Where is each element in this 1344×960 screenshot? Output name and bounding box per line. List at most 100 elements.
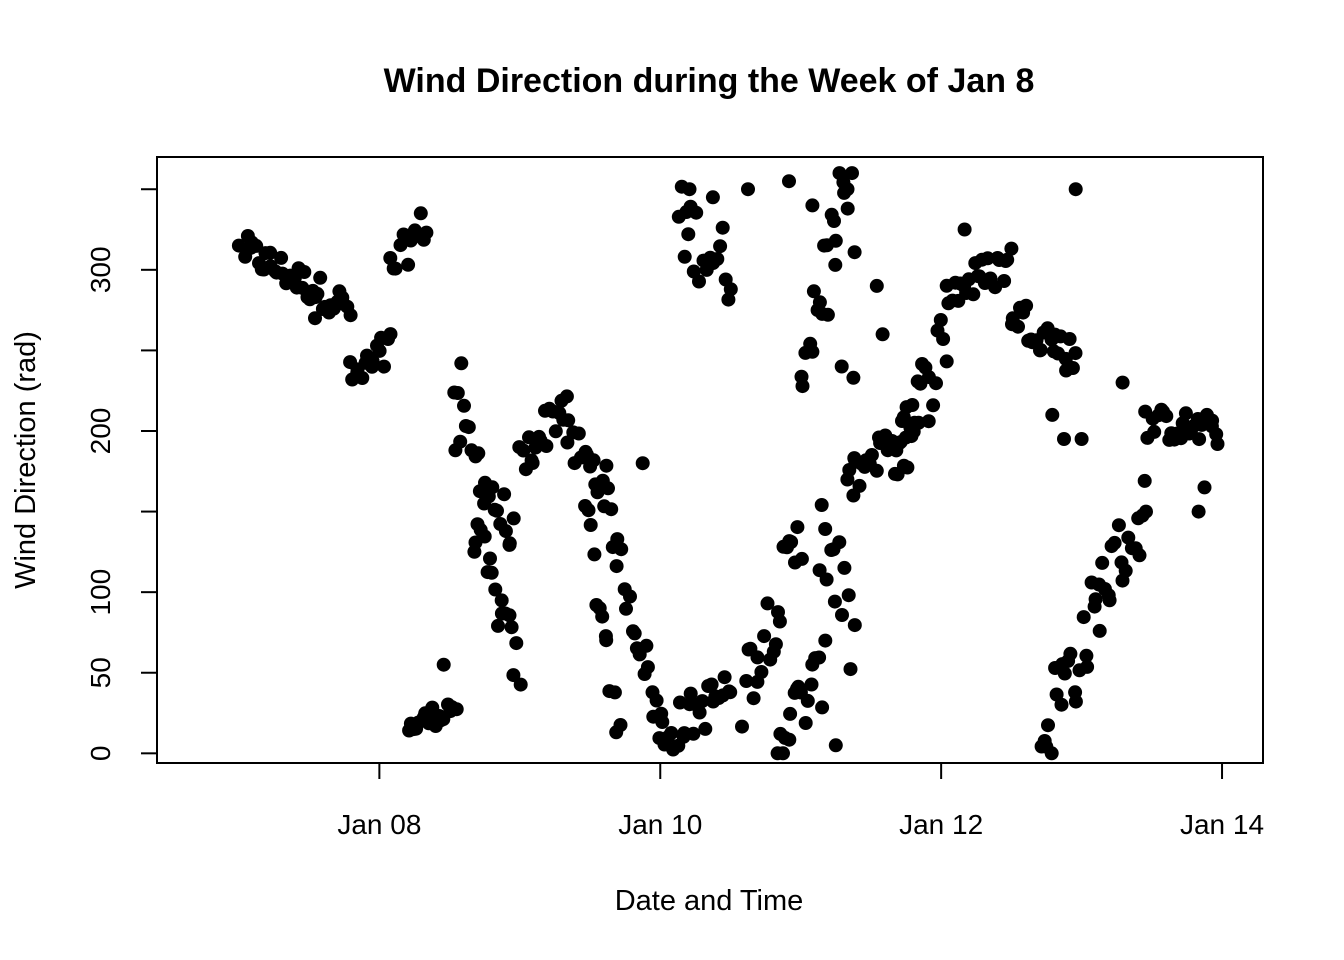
data-point (461, 420, 476, 435)
data-point (1209, 427, 1224, 442)
data-point (1132, 548, 1147, 563)
data-point (419, 225, 434, 240)
data-point (310, 286, 325, 301)
data-point (790, 520, 805, 535)
data-point (828, 233, 843, 248)
data-point (683, 686, 698, 701)
data-point (559, 389, 574, 404)
data-point (966, 287, 981, 302)
data-point (313, 270, 328, 285)
data-point (723, 685, 738, 700)
data-point (735, 719, 749, 734)
data-point (649, 693, 664, 708)
data-point (449, 702, 464, 717)
data-point (1074, 432, 1089, 446)
data-point (705, 190, 720, 205)
data-point (1057, 666, 1072, 681)
data-point (939, 354, 954, 369)
data-point (898, 430, 913, 445)
data-point (715, 220, 730, 235)
data-point (655, 715, 670, 729)
data-point (308, 311, 322, 326)
data-point (905, 398, 920, 412)
data-point (639, 638, 654, 653)
data-point (704, 677, 719, 692)
data-point (1192, 432, 1207, 447)
data-point (1044, 746, 1059, 761)
data-point (840, 182, 855, 197)
data-point (840, 201, 855, 216)
data-point (231, 238, 246, 253)
data-point (806, 284, 821, 299)
data-point (372, 343, 387, 358)
data-point (698, 721, 713, 736)
data-point (1057, 432, 1071, 446)
data-point (355, 371, 370, 385)
data-point (471, 446, 486, 461)
data-point (847, 245, 862, 260)
data-point (805, 344, 820, 359)
data-point (450, 386, 465, 400)
data-point (1068, 182, 1083, 197)
data-point (815, 700, 830, 715)
data-point (723, 282, 738, 297)
data-point (926, 398, 941, 413)
data-point (274, 250, 289, 265)
data-point (297, 265, 312, 279)
data-point (457, 398, 471, 413)
data-point (1095, 555, 1110, 570)
data-point (599, 458, 614, 473)
data-point (581, 503, 596, 518)
data-point (604, 502, 619, 517)
data-point (483, 551, 497, 566)
x-tick-label: Jan 14 (1180, 809, 1264, 840)
data-point (1111, 518, 1126, 533)
data-point (1080, 659, 1095, 674)
data-point (522, 430, 536, 445)
data-point (525, 456, 540, 470)
data-point (869, 278, 884, 293)
data-point (504, 620, 519, 635)
data-point (772, 614, 787, 629)
data-point (739, 674, 754, 688)
data-point (448, 443, 463, 458)
data-point (980, 251, 995, 266)
data-point (710, 252, 725, 266)
data-point (783, 706, 798, 721)
chart-title: Wind Direction during the Week of Jan 8 (384, 62, 1035, 100)
data-point (595, 609, 610, 624)
data-point (599, 633, 614, 648)
data-point (454, 356, 469, 371)
data-point (754, 665, 769, 679)
plot-frame (156, 156, 1264, 764)
data-point (818, 522, 833, 536)
data-point (477, 529, 492, 544)
data-point (692, 705, 707, 720)
data-point (436, 657, 451, 672)
data-point (560, 435, 575, 450)
data-point (1197, 480, 1212, 495)
y-tick-label: 300 (85, 246, 116, 293)
data-point (383, 327, 398, 342)
x-tick-label: Jan 12 (899, 809, 983, 840)
data-point (1062, 332, 1077, 346)
data-points (231, 166, 1225, 761)
data-point (640, 660, 655, 675)
data-point (834, 359, 849, 374)
y-tick-label: 0 (85, 746, 116, 762)
data-point (776, 746, 790, 761)
data-point (768, 637, 783, 652)
data-point (485, 480, 500, 495)
data-point (613, 718, 628, 732)
data-point (494, 593, 509, 608)
data-point (498, 524, 513, 539)
data-point (814, 498, 829, 512)
data-point (377, 359, 391, 374)
data-point (488, 582, 503, 597)
data-point (583, 518, 598, 532)
data-point (828, 738, 843, 753)
data-point (1102, 593, 1117, 608)
data-point (819, 572, 834, 587)
data-point (929, 376, 943, 391)
data-point (689, 205, 704, 220)
